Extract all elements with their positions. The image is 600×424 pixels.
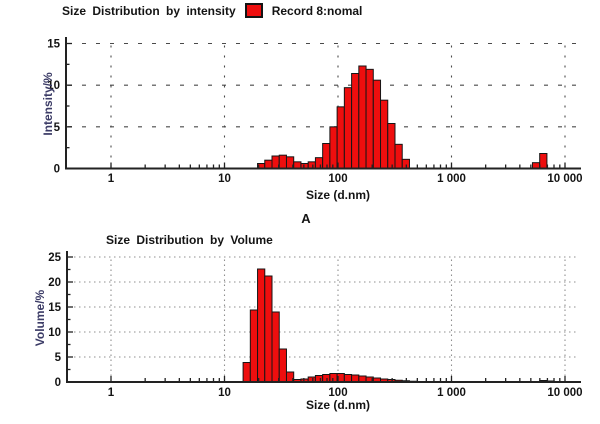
bar xyxy=(394,143,403,170)
volume-y-axis-label: Volume/% xyxy=(33,289,47,347)
bar xyxy=(242,362,251,383)
volume-x-axis-label: Size (d.nm) xyxy=(305,398,371,412)
y-tick-label: 15 xyxy=(48,302,61,314)
bar xyxy=(343,87,353,169)
panel-a-label: A xyxy=(301,211,311,226)
bar xyxy=(329,373,338,383)
volume-plot: 0 5 10 15 20 25 1 10 100 1 000 10 000 xyxy=(48,251,583,399)
bar xyxy=(293,161,302,170)
x-tick-label: 100 xyxy=(328,173,347,185)
y-tick-label: 10 xyxy=(47,80,60,92)
intensity-y-axis-label: Intensity/% xyxy=(41,72,55,136)
bar xyxy=(322,143,331,169)
y-tick-label: 20 xyxy=(48,277,61,289)
y-tick-label: 25 xyxy=(48,252,61,264)
bar xyxy=(278,154,287,169)
x-tick-label: 10 000 xyxy=(547,387,582,399)
bar xyxy=(358,65,367,169)
bar xyxy=(380,99,389,169)
x-tick-label: 1 000 xyxy=(437,173,466,185)
bar xyxy=(365,68,374,169)
x-tick-label: 10 xyxy=(218,387,231,399)
y-tick-label: 0 xyxy=(54,164,60,176)
bar xyxy=(264,159,273,169)
bar xyxy=(307,161,316,170)
intensity-chart-header: Size Distribution by intensity Record 8:… xyxy=(62,3,362,18)
x-tick-label: 1 xyxy=(108,387,115,399)
x-tick-label: 100 xyxy=(328,387,347,399)
y-tick-label: 10 xyxy=(48,327,61,339)
bar xyxy=(249,309,259,383)
bar xyxy=(322,374,331,383)
y-tick-label: 5 xyxy=(55,352,62,364)
bar xyxy=(314,157,324,169)
intensity-x-axis-label: Size (d.nm) xyxy=(305,188,371,202)
bar xyxy=(351,374,360,383)
volume-chart-title: Size Distribution by Volume xyxy=(106,233,273,247)
y-tick-label: 15 xyxy=(47,39,60,51)
bar xyxy=(539,153,548,169)
x-tick-label: 1 000 xyxy=(437,387,466,399)
legend-swatch-icon xyxy=(244,3,263,18)
x-tick-label: 1 xyxy=(108,173,115,185)
y-tick-label: 5 xyxy=(54,122,61,134)
intensity-plot: 0 5 10 15 1 10 100 1 000 10 000 xyxy=(47,37,583,185)
bar xyxy=(372,79,382,169)
bar xyxy=(329,126,338,169)
x-tick-label: 10 000 xyxy=(547,173,582,185)
bar xyxy=(343,374,353,383)
bar xyxy=(336,106,345,169)
bar xyxy=(257,268,266,383)
intensity-chart-title: Size Distribution by intensity xyxy=(62,3,236,18)
y-tick-label: 0 xyxy=(55,377,61,389)
bar xyxy=(278,348,287,383)
bar xyxy=(387,123,396,169)
bar xyxy=(264,275,273,383)
bar xyxy=(271,311,280,383)
legend-label: Record 8:nomal xyxy=(271,3,363,18)
bar xyxy=(351,73,360,169)
volume-chart-header: Size Distribution by Volume xyxy=(106,233,273,247)
x-tick-label: 10 xyxy=(218,173,231,185)
